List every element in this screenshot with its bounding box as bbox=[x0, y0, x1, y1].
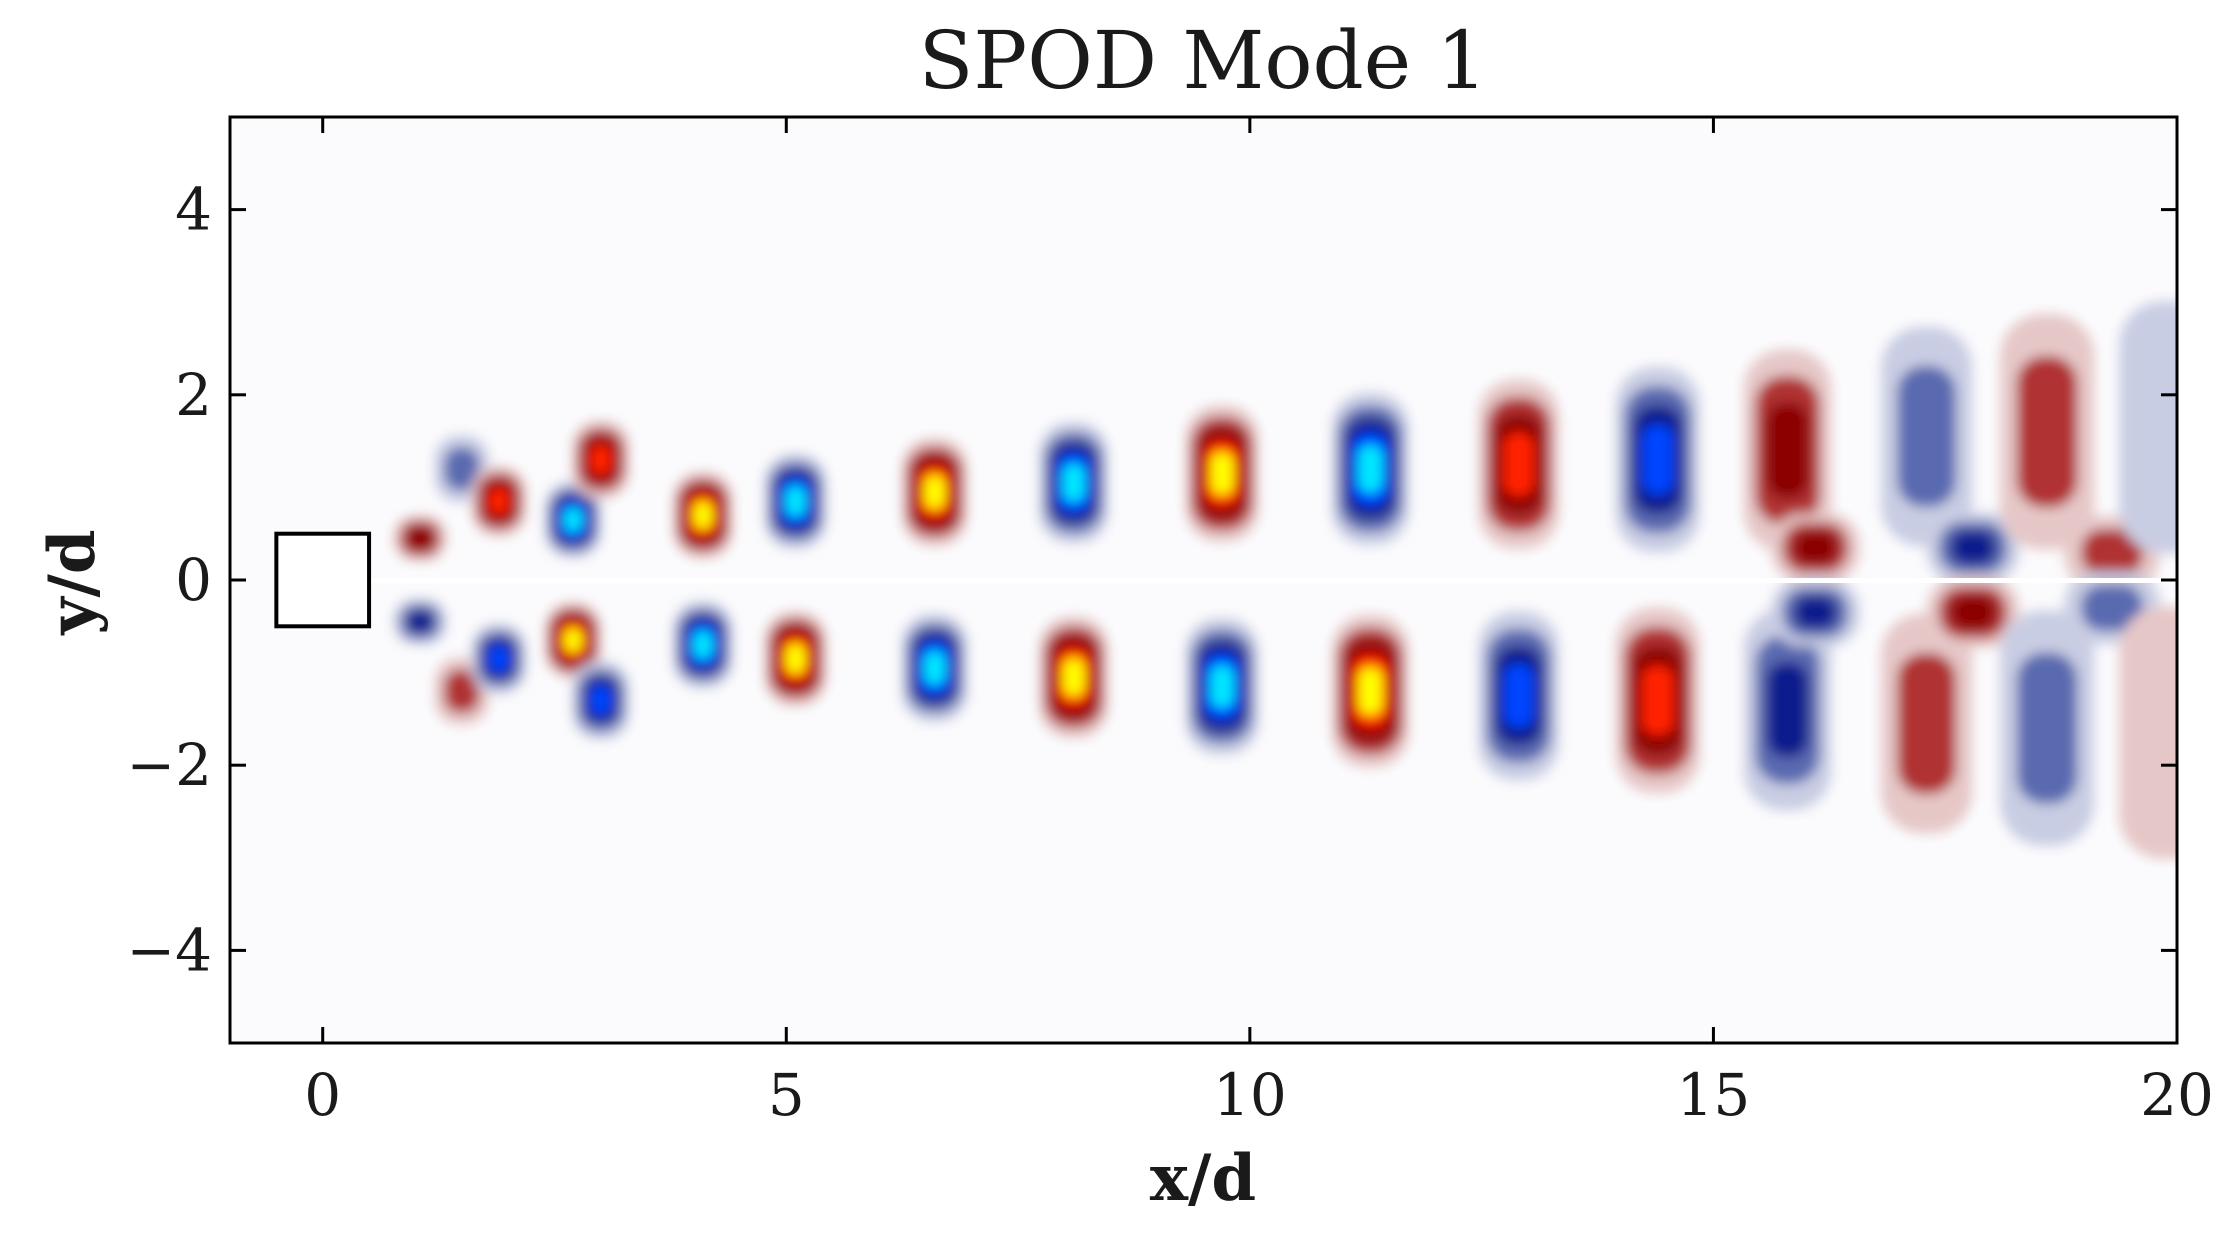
x-tick-label: 5 bbox=[768, 1061, 805, 1129]
contour-level bbox=[1210, 665, 1234, 708]
contour-level bbox=[488, 488, 510, 515]
wake-structure bbox=[1038, 616, 1109, 739]
x-tick-label: 0 bbox=[304, 1061, 341, 1129]
contour-level bbox=[1062, 658, 1085, 697]
wake-structure bbox=[1615, 607, 1700, 794]
wake-structure bbox=[544, 602, 602, 679]
contour-level bbox=[693, 631, 713, 659]
contour-level bbox=[1766, 661, 1809, 758]
contour-level bbox=[1503, 432, 1534, 497]
wake-structure bbox=[1926, 512, 2020, 583]
wake-structure bbox=[672, 601, 734, 689]
contour-level bbox=[2119, 301, 2177, 554]
contour-level bbox=[1062, 463, 1085, 502]
x-axis-label: x/d bbox=[1150, 1141, 1256, 1216]
wake-structure bbox=[1771, 513, 1860, 582]
contour-level bbox=[1951, 595, 1995, 630]
centerline-gap bbox=[330, 578, 2177, 583]
y-tick-label: 2 bbox=[175, 361, 212, 429]
wake-structure bbox=[1331, 614, 1409, 768]
wake-structure bbox=[1331, 392, 1409, 546]
wake-structure bbox=[1881, 326, 1973, 547]
wake-structure bbox=[571, 420, 630, 499]
x-tick-label: 10 bbox=[1213, 1061, 1287, 1129]
y-tick-label: 4 bbox=[175, 176, 212, 244]
contour-level bbox=[407, 527, 433, 550]
wake-structure bbox=[1881, 613, 1973, 834]
wake-structure bbox=[471, 466, 527, 537]
wake-structure bbox=[764, 453, 827, 549]
wake-structure bbox=[1478, 611, 1560, 781]
contour-level bbox=[1897, 652, 1956, 795]
contour-level bbox=[1210, 452, 1234, 495]
contour-level bbox=[488, 645, 510, 672]
wake-structure bbox=[393, 515, 447, 562]
y-axis-label: y/d bbox=[35, 529, 110, 635]
contour-level bbox=[589, 685, 612, 716]
wake-structure bbox=[1771, 578, 1860, 647]
contour-level bbox=[1358, 667, 1383, 715]
plot-frame bbox=[228, 115, 2179, 1045]
x-tick-label: 20 bbox=[2140, 1061, 2214, 1129]
contour-level bbox=[589, 444, 612, 475]
wake-structure bbox=[471, 623, 527, 694]
x-tick-label: 15 bbox=[1677, 1061, 1751, 1129]
contour-level bbox=[2119, 606, 2177, 859]
contour-level bbox=[924, 475, 945, 509]
wake-structure bbox=[2000, 314, 2095, 550]
chart-title: SPOD Mode 1 bbox=[919, 14, 1488, 107]
contour-level bbox=[444, 669, 480, 713]
wake-structure bbox=[1743, 608, 1832, 811]
contour-level bbox=[1641, 424, 1674, 495]
wake-structure bbox=[764, 611, 827, 707]
contour-level bbox=[1358, 445, 1383, 493]
wake-structure bbox=[2119, 301, 2177, 554]
contour-level bbox=[2081, 528, 2143, 576]
contour-level bbox=[924, 651, 945, 685]
contour-level bbox=[1951, 530, 1995, 565]
contour-level bbox=[693, 501, 713, 529]
contour-level bbox=[2016, 652, 2078, 804]
contour-level bbox=[1641, 665, 1674, 736]
square-cylinder bbox=[274, 531, 372, 629]
contour-field bbox=[393, 301, 2177, 859]
wake-structure bbox=[1615, 366, 1700, 553]
wake-structure bbox=[571, 661, 630, 740]
contour-level bbox=[1766, 402, 1809, 499]
wake-structure bbox=[901, 613, 968, 723]
contour-level bbox=[1794, 596, 1837, 629]
contour-level bbox=[785, 486, 806, 517]
contour-level bbox=[407, 610, 433, 633]
wake-structure bbox=[672, 471, 734, 559]
wake-structure bbox=[1185, 405, 1259, 542]
wake-structure bbox=[1038, 421, 1109, 544]
wake-structure bbox=[544, 481, 602, 558]
y-tick-label: −4 bbox=[127, 916, 213, 984]
wake-structure bbox=[1743, 349, 1832, 552]
contour-level bbox=[2016, 356, 2078, 508]
contour-level bbox=[444, 447, 480, 491]
contour-level bbox=[1897, 365, 1956, 508]
wake-structure bbox=[2000, 610, 2095, 846]
contour-level bbox=[564, 507, 582, 532]
contour-level bbox=[564, 628, 582, 653]
y-tick-label: 0 bbox=[175, 546, 212, 614]
wake-structure bbox=[1478, 379, 1560, 549]
contour-level bbox=[1503, 663, 1534, 728]
contour-level bbox=[2081, 584, 2143, 632]
wake-structure bbox=[1185, 618, 1259, 755]
wake-structure bbox=[2119, 606, 2177, 859]
y-tick-label: −2 bbox=[127, 731, 213, 799]
contour-level bbox=[1794, 531, 1837, 564]
wake-structure bbox=[901, 437, 968, 547]
wake-structure bbox=[393, 598, 447, 645]
contour-level bbox=[785, 643, 806, 674]
wake-structure bbox=[1926, 577, 2020, 648]
